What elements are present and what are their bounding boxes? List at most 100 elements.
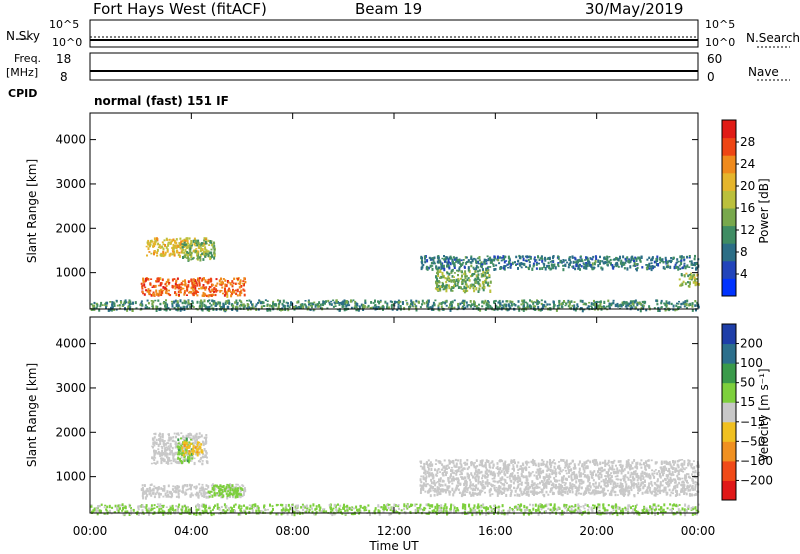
echo-cell <box>511 468 514 470</box>
echo-cell <box>182 453 185 457</box>
echo-cell <box>564 482 567 485</box>
echo-cell <box>362 305 365 309</box>
echo-cell <box>610 475 613 479</box>
echo-cell <box>436 280 439 283</box>
echo-cell <box>654 461 657 465</box>
echo-cell <box>173 300 176 304</box>
echo-cell <box>539 491 541 493</box>
noise-tick-bottom-right: 10^0 <box>705 36 736 49</box>
echo-cell <box>172 238 175 242</box>
echo-cell <box>173 254 176 257</box>
echo-cell <box>236 483 239 486</box>
echo-cell <box>237 492 240 496</box>
echo-cell <box>223 294 226 297</box>
echo-cell <box>630 304 632 307</box>
echo-cell <box>510 492 513 496</box>
echo-cell <box>692 460 695 462</box>
echo-cell <box>482 283 485 287</box>
echo-cell <box>564 461 567 464</box>
echo-cell <box>507 485 510 489</box>
echo-cell <box>190 492 193 496</box>
echo-cell <box>637 476 640 480</box>
echo-cell <box>622 489 625 494</box>
echo-cell <box>632 487 635 489</box>
echo-cell <box>428 474 431 477</box>
echo-cell <box>633 300 636 302</box>
echo-cell <box>431 257 434 260</box>
echo-cell <box>594 481 597 485</box>
echo-cell <box>147 302 150 305</box>
echo-cell <box>438 482 441 486</box>
echo-cell <box>675 308 678 311</box>
echo-region <box>207 483 244 499</box>
echo-cell <box>411 303 414 307</box>
echo-cell <box>142 292 145 295</box>
echo-cell <box>461 301 464 304</box>
echo-cell <box>517 260 519 263</box>
echo-cell <box>531 484 533 487</box>
echo-cell <box>571 471 574 474</box>
echo-cell <box>603 461 606 464</box>
echo-cell <box>662 469 665 472</box>
echo-cell <box>507 255 510 259</box>
echo-cell <box>696 304 699 307</box>
echo-cell <box>107 308 110 312</box>
echo-cell <box>449 475 452 478</box>
echo-cell <box>213 300 216 302</box>
echo-cell <box>166 442 169 445</box>
echo-cell <box>422 477 425 480</box>
echo-cell <box>452 459 455 463</box>
echo-cell <box>473 289 476 293</box>
echo-cell <box>630 479 633 484</box>
echo-cell <box>285 301 288 304</box>
echo-cell <box>197 441 199 444</box>
echo-cell <box>612 266 615 270</box>
echo-cell <box>512 460 515 464</box>
echo-cell <box>625 489 628 492</box>
echo-cell <box>472 493 475 497</box>
echo-cell <box>493 258 496 262</box>
echo-cell <box>204 246 207 249</box>
echo-cell <box>166 292 169 295</box>
echo-cell <box>158 438 161 441</box>
echo-cell <box>483 486 486 489</box>
echo-cell <box>201 455 204 459</box>
echo-cell <box>627 462 630 466</box>
echo-cell <box>528 486 531 489</box>
echo-cell <box>683 488 686 491</box>
echo-cell <box>445 289 448 293</box>
echo-cell <box>217 493 220 497</box>
echo-cell <box>468 491 471 495</box>
echo-cell <box>420 481 423 484</box>
echo-cell <box>459 473 462 476</box>
echo-cell <box>427 306 430 310</box>
echo-cell <box>597 486 600 489</box>
echo-cell <box>441 257 444 260</box>
echo-cell <box>155 438 158 442</box>
echo-cell <box>644 465 647 469</box>
echo-cell <box>443 488 446 492</box>
echo-cell <box>405 299 408 302</box>
echo-cell <box>210 242 213 244</box>
echo-cell <box>489 266 492 268</box>
echo-cell <box>206 281 209 284</box>
echo-cell <box>168 238 171 241</box>
echo-cell <box>478 463 481 467</box>
echo-cell <box>655 260 658 263</box>
echo-cell <box>606 463 609 466</box>
echo-cell <box>208 299 211 302</box>
echo-cell <box>674 480 677 484</box>
echo-cell <box>647 484 650 488</box>
echo-cell <box>213 249 216 252</box>
echo-cell <box>682 485 685 489</box>
echo-cell <box>196 294 199 297</box>
echo-cell <box>489 493 492 497</box>
echo-cell <box>195 436 198 439</box>
echo-cell <box>627 490 630 494</box>
echo-cell <box>450 469 452 472</box>
echo-cell <box>520 465 522 468</box>
echo-cell <box>469 481 472 484</box>
echo-cell <box>633 470 635 474</box>
echo-cell <box>688 304 691 307</box>
echo-cell <box>488 470 491 473</box>
